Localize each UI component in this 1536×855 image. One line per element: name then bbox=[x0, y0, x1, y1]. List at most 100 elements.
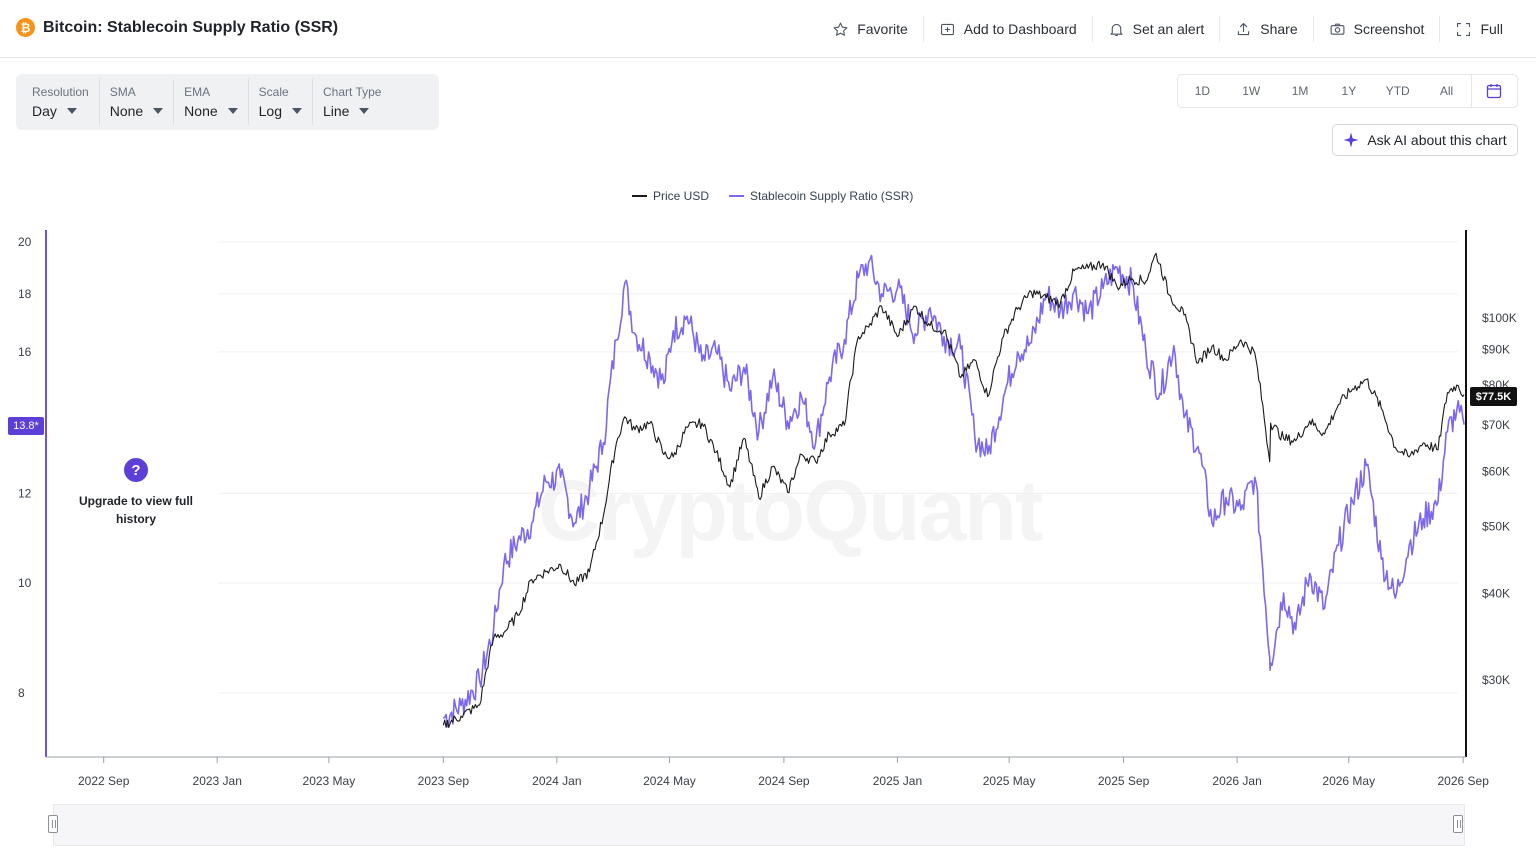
resolution-select[interactable]: Resolution Day bbox=[22, 79, 100, 125]
navigator-left-handle[interactable] bbox=[48, 815, 58, 833]
chart-settings-toolbar: Resolution Day SMA None EMA None Scale L… bbox=[16, 74, 439, 130]
price-series-line bbox=[442, 252, 1465, 729]
chevron-down-icon bbox=[66, 108, 77, 114]
chart-type-select[interactable]: Chart Type Line bbox=[313, 79, 391, 125]
header-bar: ₿ Bitcoin: Stablecoin Supply Ratio (SSR)… bbox=[0, 0, 1536, 58]
star-icon bbox=[833, 22, 848, 36]
dashboard-add-icon bbox=[940, 23, 954, 35]
share-label: Share bbox=[1260, 21, 1298, 37]
chevron-down-icon bbox=[359, 108, 370, 114]
x-tick-label: 2026 May bbox=[1322, 774, 1375, 788]
x-tick-label: 2023 Jan bbox=[193, 774, 242, 788]
y-right-tick-label: $70K bbox=[1482, 418, 1510, 432]
upgrade-text: Upgrade to view full history bbox=[78, 494, 193, 526]
set-alert-button[interactable]: Set an alert bbox=[1091, 16, 1220, 42]
x-tick-label: 2023 Sep bbox=[418, 774, 470, 788]
x-tick-label: 2024 Sep bbox=[758, 774, 810, 788]
full-button[interactable]: Full bbox=[1439, 16, 1518, 42]
x-tick-label: 2025 May bbox=[983, 774, 1036, 788]
screenshot-button[interactable]: Screenshot bbox=[1312, 16, 1440, 42]
chevron-down-icon bbox=[292, 108, 302, 114]
scale-label: Scale bbox=[258, 85, 289, 99]
fullscreen-icon bbox=[1457, 22, 1471, 36]
ask-ai-label: Ask AI about this chart bbox=[1367, 132, 1507, 148]
range-navigator[interactable] bbox=[53, 804, 1465, 846]
sma-value: None bbox=[109, 103, 144, 119]
legend-item-ssr[interactable]: Stablecoin Supply Ratio (SSR) bbox=[729, 189, 913, 203]
question-icon: ? bbox=[124, 458, 148, 482]
camera-icon bbox=[1330, 23, 1345, 35]
legend-price-swatch bbox=[632, 195, 647, 197]
x-tick-label: 2024 May bbox=[643, 774, 696, 788]
upgrade-prompt[interactable]: ? Upgrade to view full history bbox=[66, 458, 206, 528]
legend-ssr-label: Stablecoin Supply Ratio (SSR) bbox=[750, 189, 914, 203]
set-alert-label: Set an alert bbox=[1132, 21, 1205, 37]
range-1w-button[interactable]: 1W bbox=[1242, 84, 1261, 98]
y-left-tick-label: 16 bbox=[18, 345, 32, 359]
chart-type-label: Chart Type bbox=[323, 85, 382, 99]
favorite-label: Favorite bbox=[857, 21, 908, 37]
x-tick-label: 2025 Sep bbox=[1098, 774, 1150, 788]
ask-ai-button[interactable]: Ask AI about this chart bbox=[1332, 124, 1518, 156]
resolution-value: Day bbox=[32, 103, 57, 119]
full-label: Full bbox=[1480, 21, 1503, 37]
share-button[interactable]: Share bbox=[1219, 16, 1312, 42]
ssr-series-line bbox=[442, 254, 1465, 728]
grid-lines bbox=[218, 241, 1458, 694]
range-1y-button[interactable]: 1Y bbox=[1341, 84, 1357, 98]
y-left-tick-label: 12 bbox=[18, 486, 32, 500]
x-tick-label: 2025 Jan bbox=[873, 774, 922, 788]
series-lines bbox=[442, 252, 1465, 729]
sma-select[interactable]: SMA None bbox=[100, 79, 175, 125]
range-1m-button[interactable]: 1M bbox=[1291, 84, 1309, 98]
chart-legend: Price USD Stablecoin Supply Ratio (SSR) bbox=[632, 189, 913, 203]
y-right-tick-label: $60K bbox=[1482, 465, 1510, 479]
add-to-dashboard-button[interactable]: Add to Dashboard bbox=[922, 16, 1092, 42]
x-tick-label: 2026 Sep bbox=[1438, 774, 1490, 788]
y-left-tick-label: 10 bbox=[18, 576, 32, 590]
range-all-button[interactable]: All bbox=[1439, 84, 1454, 98]
bell-icon bbox=[1110, 23, 1123, 36]
ema-value: None bbox=[184, 103, 218, 119]
calendar-button[interactable] bbox=[1470, 75, 1517, 107]
x-tick-label: 2026 Jan bbox=[1212, 774, 1261, 788]
y-left-tick-label: 20 bbox=[18, 235, 32, 249]
add-to-dashboard-label: Add to Dashboard bbox=[963, 21, 1077, 37]
bitcoin-icon: ₿ bbox=[16, 18, 35, 37]
current-ssr-badge: 13.8* bbox=[8, 417, 44, 435]
axis-labels: 81012161820$30K$40K$50K$60K$70K$80K$90K$… bbox=[18, 235, 1517, 788]
chevron-down-icon bbox=[227, 108, 238, 114]
navigator-right-handle[interactable] bbox=[1453, 815, 1463, 833]
legend-ssr-swatch bbox=[729, 195, 745, 197]
page-title: Bitcoin: Stablecoin Supply Ratio (SSR) bbox=[43, 18, 339, 36]
y-right-tick-label: $100K bbox=[1482, 311, 1517, 325]
axes bbox=[45, 230, 1467, 763]
calendar-icon bbox=[1487, 84, 1502, 99]
sparkle-icon bbox=[1343, 132, 1359, 148]
current-price-badge: $77.5K bbox=[1470, 387, 1517, 406]
y-left-tick-label: 8 bbox=[18, 686, 25, 700]
y-right-tick-label: $30K bbox=[1482, 673, 1510, 687]
legend-item-price[interactable]: Price USD bbox=[632, 189, 709, 203]
screenshot-label: Screenshot bbox=[1353, 21, 1425, 37]
title-wrap: ₿ Bitcoin: Stablecoin Supply Ratio (SSR) bbox=[16, 18, 338, 37]
y-right-tick-label: $90K bbox=[1482, 343, 1510, 357]
scale-select[interactable]: Scale Log bbox=[249, 79, 313, 125]
chart-type-value: Line bbox=[323, 103, 350, 119]
y-right-tick-label: $40K bbox=[1482, 587, 1510, 601]
y-left-tick-label: 18 bbox=[18, 287, 32, 301]
x-tick-label: 2023 May bbox=[303, 774, 356, 788]
header-actions: Favorite Add to Dashboard Set an alert S… bbox=[817, 16, 1518, 42]
favorite-button[interactable]: Favorite bbox=[817, 16, 923, 42]
share-icon bbox=[1238, 22, 1250, 35]
time-range-selector: 1D 1W 1M 1Y YTD All bbox=[1177, 74, 1518, 108]
ema-label: EMA bbox=[184, 85, 211, 99]
ema-select[interactable]: EMA None bbox=[174, 79, 249, 125]
chevron-down-icon bbox=[153, 108, 164, 114]
range-ytd-button[interactable]: YTD bbox=[1385, 84, 1410, 98]
range-1d-button[interactable]: 1D bbox=[1194, 84, 1211, 98]
resolution-label: Resolution bbox=[32, 85, 89, 99]
x-tick-label: 2022 Sep bbox=[78, 774, 130, 788]
sma-label: SMA bbox=[109, 85, 136, 99]
